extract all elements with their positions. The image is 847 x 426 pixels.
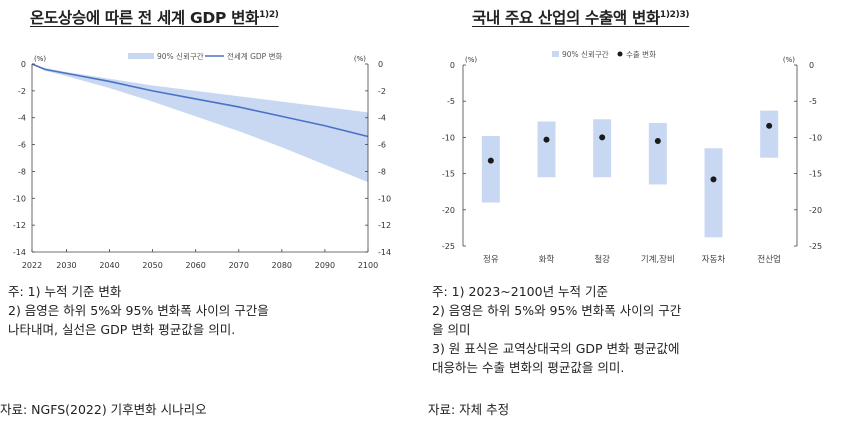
y-tick-label-left: -2 xyxy=(18,87,26,96)
unit-label-left: (%) xyxy=(465,56,477,64)
y-tick-label-right: -6 xyxy=(378,141,386,150)
category-label: 기계,장비 xyxy=(641,254,675,265)
unit-label-right: (%) xyxy=(354,55,366,63)
y-tick-label-right: -2 xyxy=(378,87,386,96)
note-line: 2) 음영은 하위 5%와 95% 변화폭 사이의 구간을 xyxy=(8,303,269,318)
note-line: 3) 원 표식은 교역상대국의 GDP 변화 평균값에 xyxy=(432,341,680,356)
range-bar xyxy=(704,148,723,238)
y-tick-label-right: -10 xyxy=(809,133,822,142)
note-line: 나타내며, 실선은 GDP 변화 평균값을 의미. xyxy=(8,322,236,337)
category-label: 철강 xyxy=(594,254,610,265)
export-change-point xyxy=(654,138,661,145)
x-tick-label: 2030 xyxy=(56,261,76,270)
source-right: 자료: 자체 추정 xyxy=(428,402,510,417)
legend-band-swatch xyxy=(128,53,154,59)
export-chart-title-footnote: 1)2)3) xyxy=(659,9,690,20)
legend-band-swatch xyxy=(552,51,559,57)
unit-label-left: (%) xyxy=(34,55,46,63)
note-line: 대응하는 수출 변화의 평균값을 의미. xyxy=(432,360,625,375)
legend-band-label: 90% 신뢰구간 xyxy=(157,51,204,61)
y-tick-label-left: 0 xyxy=(21,60,26,69)
notes-right: 주: 1) 2023~2100년 누적 기준 2) 음영은 하위 5%와 95%… xyxy=(432,282,681,377)
gdp-chart-title: 온도상승에 따른 전 세계 GDP 변화1)2) xyxy=(30,9,279,27)
x-tick-label: 2090 xyxy=(315,261,335,270)
note-line: 을 의미 xyxy=(432,322,471,337)
unit-label-right: (%) xyxy=(783,56,795,64)
y-tick-label-right: -5 xyxy=(809,97,817,106)
y-tick-label-left: -8 xyxy=(18,167,26,176)
x-tick-label: 2040 xyxy=(99,261,119,270)
note-line: 2) 음영은 하위 5%와 95% 변화폭 사이의 구간 xyxy=(432,303,682,318)
range-bar xyxy=(481,135,500,203)
x-tick-label: 2070 xyxy=(229,261,249,270)
note-line: 주: 1) 2023~2100년 누적 기준 xyxy=(432,284,609,299)
y-tick-label-right: -15 xyxy=(809,170,822,179)
confidence-band-area xyxy=(32,64,368,183)
y-tick-label-left: -12 xyxy=(13,221,26,230)
x-tick-label: 2060 xyxy=(186,261,206,270)
export-change-point xyxy=(710,176,717,183)
y-tick-label-right: 0 xyxy=(809,61,814,70)
y-tick-label-left: -15 xyxy=(442,170,455,179)
legend-line-label: 전세계 GDP 변화 xyxy=(227,51,282,61)
x-tick-label: 2100 xyxy=(358,261,378,270)
y-tick-label-left: -6 xyxy=(18,141,26,150)
y-tick-label-right: 0 xyxy=(378,60,383,69)
y-tick-label-left: -14 xyxy=(13,248,26,257)
y-tick-label-right: -14 xyxy=(378,248,391,257)
range-bar xyxy=(648,122,667,185)
source-left: 자료: NGFS(2022) 기후변화 시나리오 xyxy=(0,402,207,417)
y-tick-label-left: 0 xyxy=(450,61,455,70)
y-tick-label-left: -10 xyxy=(13,194,26,203)
legend-point-swatch xyxy=(617,51,623,57)
note-line: 주: 1) 누적 기준 변화 xyxy=(8,284,122,299)
gdp-change-chart: 0 0 -2 -2 -4 -4 -6 -6 -8 -8 -10 -10 -12 -12 -14 -14 2022… xyxy=(13,51,391,270)
y-tick-label-left: -5 xyxy=(447,97,455,106)
notes-left: 주: 1) 누적 기준 변화 2) 음영은 하위 5%와 95% 변화폭 사이의… xyxy=(8,282,269,339)
legend-point-label: 수출 변화 xyxy=(626,49,656,59)
export-chart-title: 국내 주요 산업의 수출액 변화1)2)3) xyxy=(472,9,690,27)
y-tick-label-right: -25 xyxy=(809,242,822,251)
range-bar xyxy=(537,121,556,178)
category-label: 화학 xyxy=(539,254,555,265)
range-bar xyxy=(760,110,779,158)
y-tick-label-left: -4 xyxy=(18,114,26,123)
category-label: 정유 xyxy=(483,254,499,265)
gdp-mean-line xyxy=(31,63,369,138)
export-change-chart: 0 0 -5 -5 -10 -10 -15 -15 -20 -20 -25 -25 정유 화학 철강 기계,장… xyxy=(442,49,822,265)
legend-band-label: 90% 신뢰구간 xyxy=(562,49,609,59)
category-label: 전산업 xyxy=(757,254,780,265)
category-label: 자동차 xyxy=(702,255,726,265)
export-change-point xyxy=(543,136,550,143)
y-tick-label-left: -25 xyxy=(442,242,455,251)
range-bar xyxy=(593,119,612,178)
x-tick-label: 2050 xyxy=(142,261,162,270)
export-change-point xyxy=(487,157,494,164)
x-tick-label: 2080 xyxy=(272,261,292,270)
y-tick-label-right: -20 xyxy=(809,206,822,215)
gdp-chart-title-footnote: 1)2) xyxy=(259,9,279,20)
x-tick-label: 2022 xyxy=(22,261,42,270)
y-tick-label-right: -10 xyxy=(378,194,391,203)
y-tick-label-right: -4 xyxy=(378,114,386,123)
y-tick-label-left: -10 xyxy=(442,133,455,142)
y-tick-label-right: -12 xyxy=(378,221,391,230)
export-change-point xyxy=(766,122,773,129)
y-tick-label-right: -8 xyxy=(378,167,386,176)
export-change-point xyxy=(599,134,606,141)
y-tick-label-left: -20 xyxy=(442,206,455,215)
